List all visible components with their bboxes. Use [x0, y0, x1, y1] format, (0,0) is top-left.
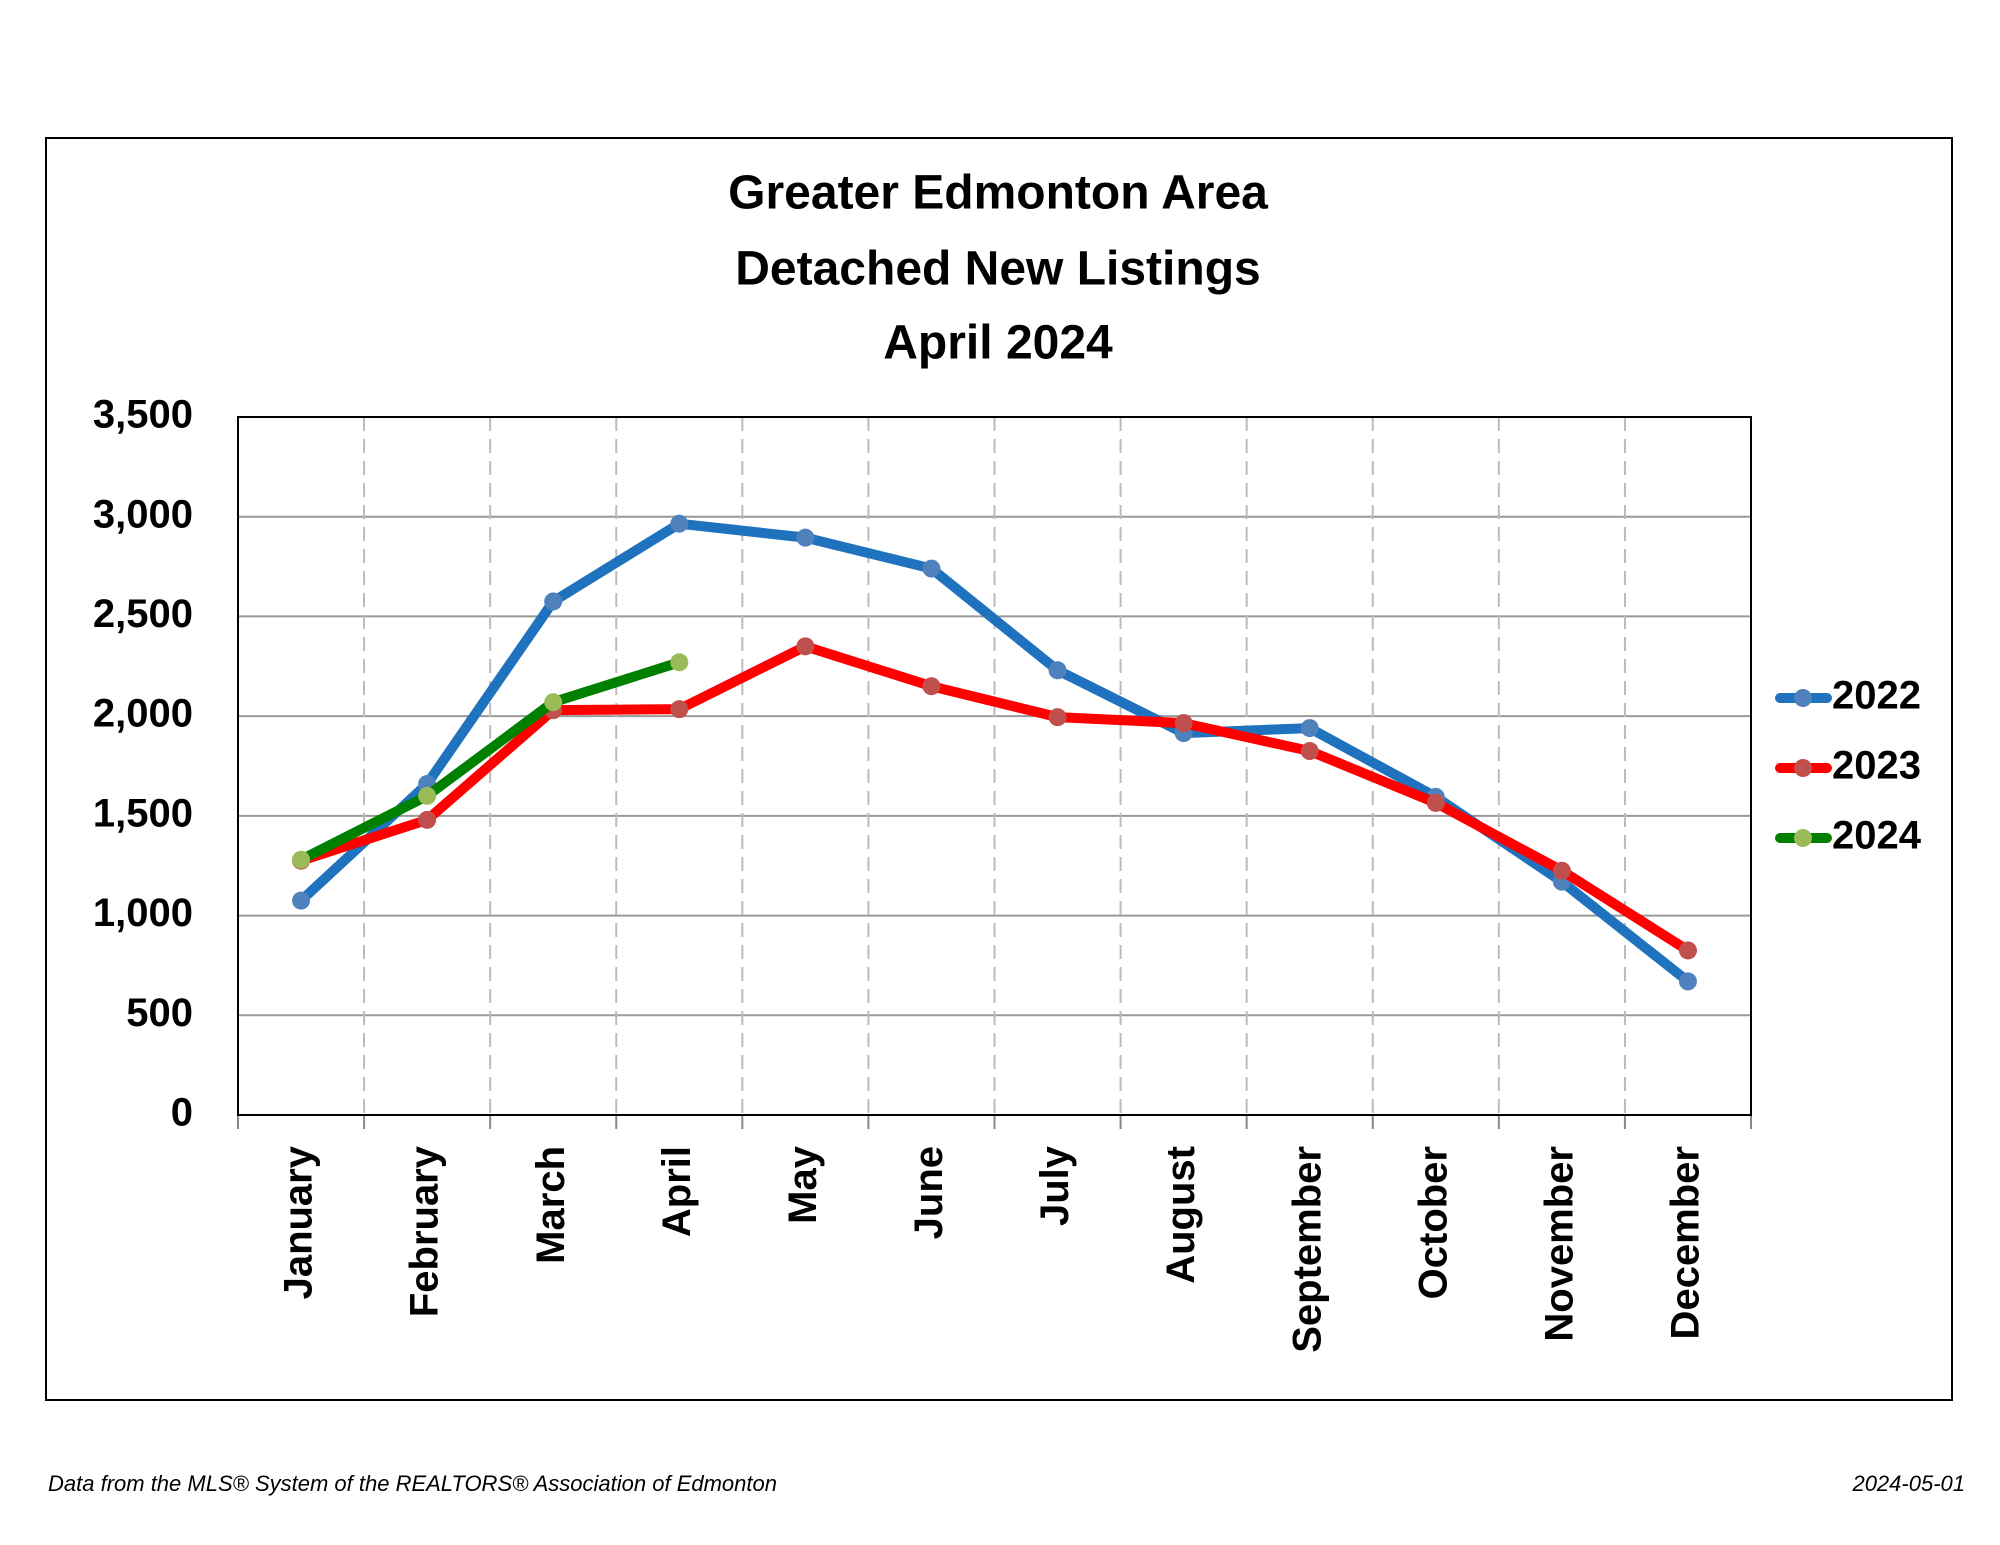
legend-marker	[1794, 759, 1812, 777]
x-tick-label: August	[1159, 1146, 1203, 1284]
y-tick-label: 0	[171, 1091, 193, 1135]
point	[1552, 861, 1571, 880]
point	[670, 653, 689, 672]
x-tick-label: January	[277, 1145, 321, 1299]
point	[922, 677, 941, 696]
y-tick-label: 500	[126, 991, 193, 1035]
x-tick-label: November	[1537, 1146, 1581, 1342]
y-tick-label: 2,000	[93, 692, 193, 736]
x-tick-label: April	[655, 1146, 699, 1237]
source-note: Data from the MLS® System of the REALTOR…	[48, 1471, 777, 1496]
y-tick-label: 2,500	[93, 592, 193, 636]
legend-marker	[1794, 689, 1812, 707]
legend-label: 2024	[1832, 814, 1922, 858]
point	[418, 810, 437, 829]
y-tick-label: 1,000	[93, 891, 193, 935]
legend-label: 2023	[1832, 744, 1921, 788]
legend-label: 2022	[1832, 674, 1921, 718]
point	[1048, 661, 1067, 680]
point	[922, 559, 941, 578]
point	[292, 891, 311, 910]
point	[544, 592, 563, 611]
point	[544, 693, 563, 712]
x-tick-label: October	[1411, 1146, 1455, 1299]
y-tick-label: 3,500	[93, 393, 193, 437]
legend-marker	[1794, 829, 1812, 847]
point	[670, 514, 689, 533]
date-note: 2024-05-01	[1851, 1471, 1965, 1496]
point	[796, 637, 815, 656]
point	[670, 700, 689, 719]
point	[1426, 793, 1445, 812]
chart-title: April 2024	[883, 317, 1113, 370]
point	[1678, 941, 1697, 960]
series-line	[296, 657, 685, 865]
x-tick-label: May	[781, 1145, 825, 1224]
point	[796, 528, 815, 547]
point	[418, 786, 437, 805]
series-line	[296, 641, 1693, 956]
point	[1300, 719, 1319, 738]
point	[1300, 742, 1319, 761]
point	[1678, 972, 1697, 991]
plot-border	[237, 416, 1752, 1116]
point	[1174, 714, 1193, 733]
x-tick-label: June	[907, 1146, 951, 1239]
x-tick-label: February	[403, 1145, 447, 1317]
chart-title: Greater Edmonton Area	[728, 167, 1268, 220]
x-tick-label: September	[1285, 1146, 1329, 1353]
chart-title: Detached New Listings	[735, 243, 1260, 296]
y-tick-label: 1,500	[93, 791, 193, 835]
x-tick-label: July	[1033, 1145, 1077, 1226]
x-tick-label: December	[1664, 1146, 1708, 1339]
x-tick-label: March	[529, 1146, 573, 1264]
point	[1048, 708, 1067, 727]
point	[292, 850, 311, 869]
y-tick-label: 3,000	[93, 492, 193, 536]
